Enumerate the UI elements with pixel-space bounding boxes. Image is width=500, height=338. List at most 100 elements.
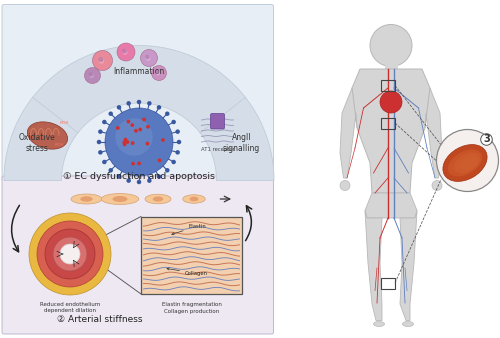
Circle shape	[102, 160, 106, 164]
Ellipse shape	[443, 145, 487, 182]
Text: Oxidative
stress: Oxidative stress	[18, 133, 55, 153]
Circle shape	[172, 160, 176, 164]
FancyBboxPatch shape	[2, 176, 274, 334]
Polygon shape	[340, 88, 357, 178]
Circle shape	[108, 112, 113, 116]
Circle shape	[102, 120, 106, 124]
Ellipse shape	[122, 49, 128, 55]
Circle shape	[370, 24, 412, 67]
Circle shape	[117, 105, 121, 110]
Circle shape	[137, 180, 141, 184]
Circle shape	[98, 150, 102, 154]
Polygon shape	[425, 88, 442, 178]
Polygon shape	[365, 193, 417, 218]
Text: Reduced endothelium
dependent dilation: Reduced endothelium dependent dilation	[40, 302, 100, 313]
Circle shape	[165, 168, 170, 172]
Ellipse shape	[454, 152, 480, 173]
Circle shape	[142, 118, 146, 121]
Circle shape	[123, 143, 126, 146]
Circle shape	[436, 129, 498, 192]
Text: AT1 receptor: AT1 receptor	[200, 147, 234, 152]
Circle shape	[29, 213, 111, 295]
Circle shape	[98, 57, 103, 62]
Ellipse shape	[98, 57, 104, 64]
Circle shape	[126, 101, 131, 105]
Bar	[141, 217, 242, 294]
Text: Elastin: Elastin	[172, 223, 206, 235]
Circle shape	[147, 178, 152, 183]
Ellipse shape	[156, 71, 160, 75]
Circle shape	[92, 50, 112, 71]
Circle shape	[124, 138, 128, 142]
Polygon shape	[4, 46, 274, 180]
Polygon shape	[365, 211, 382, 320]
Circle shape	[161, 138, 165, 142]
Ellipse shape	[80, 196, 92, 202]
Circle shape	[177, 140, 181, 144]
Ellipse shape	[101, 193, 139, 204]
Circle shape	[96, 140, 101, 144]
Text: ② Arterial stiffness: ② Arterial stiffness	[57, 314, 143, 323]
Bar	[384, 46, 398, 69]
Text: 3: 3	[483, 135, 490, 145]
Circle shape	[116, 126, 119, 130]
Ellipse shape	[183, 195, 206, 203]
Circle shape	[84, 68, 100, 83]
Circle shape	[98, 129, 102, 134]
Ellipse shape	[448, 149, 482, 176]
Ellipse shape	[460, 156, 478, 170]
Text: ROS: ROS	[55, 144, 64, 147]
Circle shape	[130, 141, 134, 145]
Ellipse shape	[402, 321, 413, 327]
Circle shape	[53, 237, 87, 271]
Ellipse shape	[112, 196, 128, 202]
Circle shape	[176, 150, 180, 154]
Circle shape	[146, 142, 150, 146]
Circle shape	[89, 72, 93, 76]
Circle shape	[138, 127, 142, 131]
Circle shape	[105, 108, 173, 176]
Circle shape	[122, 49, 127, 53]
Circle shape	[157, 105, 161, 110]
Circle shape	[131, 162, 135, 166]
Polygon shape	[400, 211, 417, 320]
Text: AngII
signalling: AngII signalling	[222, 133, 260, 153]
Ellipse shape	[374, 321, 384, 327]
Text: Collagen: Collagen	[167, 268, 208, 276]
Bar	[381, 118, 395, 128]
Circle shape	[126, 140, 130, 144]
FancyBboxPatch shape	[2, 4, 274, 181]
Circle shape	[116, 118, 152, 156]
Circle shape	[37, 221, 103, 287]
Ellipse shape	[28, 122, 68, 149]
Ellipse shape	[145, 194, 171, 204]
Circle shape	[130, 123, 134, 127]
Circle shape	[147, 101, 152, 105]
Circle shape	[146, 125, 150, 129]
Text: ROS: ROS	[60, 121, 69, 125]
Text: ① EC dysfunction and apoptosis: ① EC dysfunction and apoptosis	[63, 172, 215, 182]
Ellipse shape	[190, 197, 198, 201]
Circle shape	[140, 49, 158, 67]
Circle shape	[176, 129, 180, 134]
Circle shape	[156, 174, 161, 179]
Circle shape	[146, 55, 150, 59]
Ellipse shape	[71, 194, 102, 204]
Circle shape	[165, 112, 170, 116]
Bar	[381, 277, 395, 289]
Circle shape	[152, 66, 166, 80]
Ellipse shape	[90, 73, 94, 78]
Circle shape	[156, 70, 160, 74]
Circle shape	[126, 178, 131, 183]
Circle shape	[172, 120, 176, 124]
Bar	[381, 80, 395, 91]
Ellipse shape	[146, 55, 150, 61]
Circle shape	[340, 180, 350, 191]
Circle shape	[117, 43, 135, 61]
Circle shape	[380, 91, 402, 113]
Circle shape	[134, 129, 138, 133]
Circle shape	[126, 120, 130, 123]
Circle shape	[137, 100, 141, 104]
Circle shape	[116, 174, 121, 179]
Circle shape	[108, 168, 113, 172]
